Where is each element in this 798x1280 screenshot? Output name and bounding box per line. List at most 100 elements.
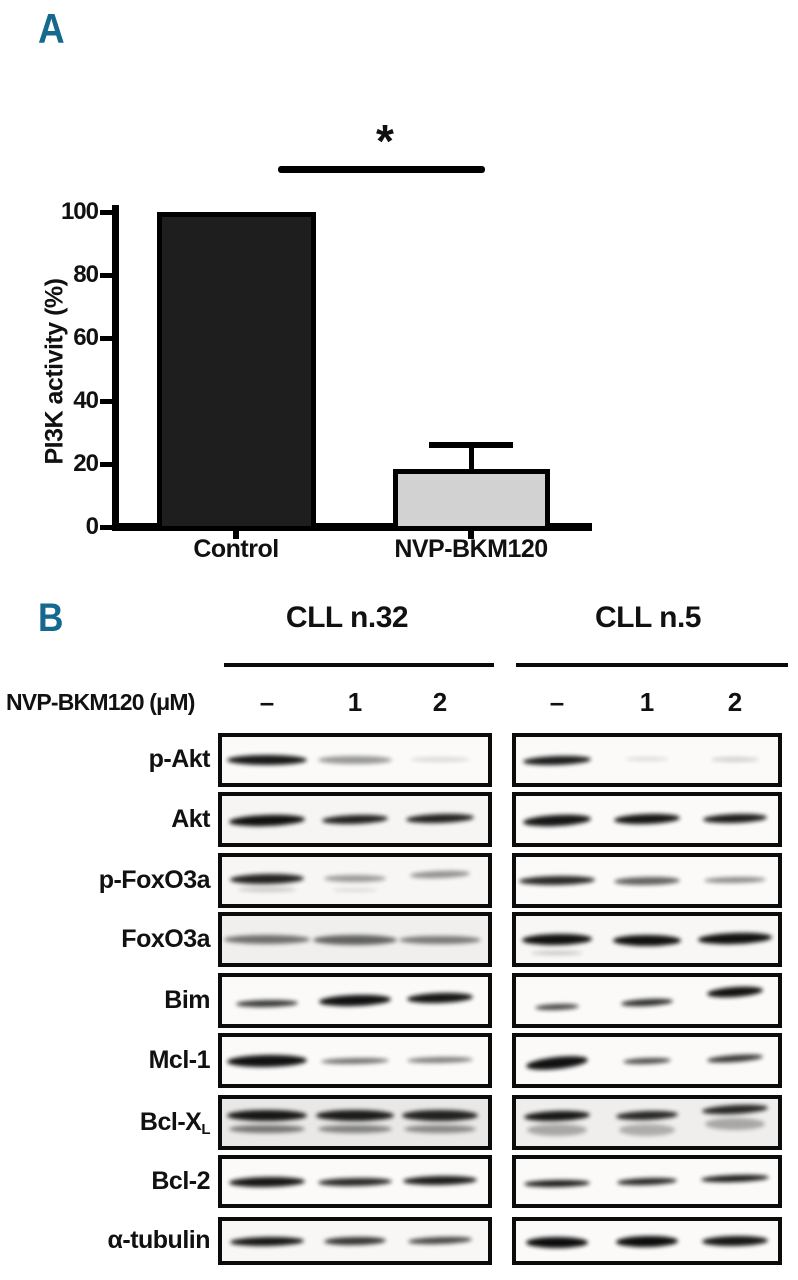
blot-box-cll5-6 [512, 1095, 782, 1150]
blot-band [229, 872, 305, 885]
blot-band [697, 931, 773, 946]
blot-band [701, 1235, 769, 1247]
subscript: L [201, 1120, 210, 1138]
blot-band [534, 1002, 580, 1011]
blot-rows: p-Akt Akt p-FoxO3a FoxO3a Bim Mcl-1 Bcl-XL Bcl-… [0, 590, 798, 1280]
blot-band [615, 1234, 679, 1248]
blot-band [321, 813, 389, 826]
blot-band [523, 1109, 591, 1122]
blot-band [702, 812, 768, 825]
blot-band [323, 1236, 387, 1246]
y-tick-label: 100 [60, 198, 99, 225]
blot-box-cll5-8 [512, 1217, 782, 1265]
blot-band-secondary [332, 887, 378, 892]
blot-band [522, 813, 592, 828]
blot-box-cll32-6 [218, 1095, 492, 1150]
blot-band [620, 997, 674, 1008]
blot-band [521, 933, 593, 946]
y-tick-label: 80 [73, 261, 99, 288]
blot-band [229, 1235, 305, 1247]
blot-box-cll32-2 [218, 853, 492, 908]
blot-band [316, 1110, 394, 1121]
blot-box-cll32-3 [218, 912, 492, 967]
dose-label-cll32-0: – [259, 687, 275, 717]
y-axis-line [112, 205, 119, 531]
blot-band [701, 1103, 769, 1116]
blot-band-secondary [229, 1124, 305, 1133]
y-tick-mark [100, 210, 113, 215]
y-tick-label: 20 [73, 450, 99, 477]
blot-band-secondary [705, 1117, 765, 1130]
y-tick-mark [100, 336, 113, 341]
blot-band [613, 935, 681, 946]
blot-band [526, 1236, 588, 1248]
dose-label-cll5-1: 1 [639, 687, 655, 717]
blot-band [227, 1110, 307, 1121]
panel-a: A PI3K activity (%) * Control NVP-BKM120… [0, 0, 798, 590]
blot-band [318, 756, 392, 764]
dose-label-cll32-2: 2 [432, 687, 448, 717]
blot-band [402, 1175, 478, 1186]
blot-band [227, 755, 307, 765]
blot-box-cll32-0 [218, 733, 492, 787]
blot-band [402, 1110, 478, 1121]
blot-band [525, 1053, 589, 1072]
blot-row-label-7: Bcl-2 [151, 1166, 210, 1195]
blot-band [523, 1179, 591, 1188]
x-category-control: Control [193, 535, 279, 563]
blot-band [622, 1056, 672, 1065]
blot-band-secondary [619, 1123, 675, 1136]
blot-row-label-8: α-tubulin [107, 1226, 211, 1254]
blot-row-label-1: Akt [171, 804, 210, 833]
blot-band [410, 756, 470, 762]
blot-band [320, 1056, 390, 1065]
blot-box-cll32-7 [218, 1155, 492, 1208]
blot-box-cll5-0 [512, 733, 782, 787]
blot-band [399, 935, 481, 944]
blot-box-cll5-1 [512, 792, 782, 847]
blot-band [405, 812, 475, 825]
blot-band [318, 993, 392, 1008]
blot-band-secondary [318, 1124, 392, 1133]
blot-band [711, 756, 759, 762]
blot-box-cll5-2 [512, 853, 782, 908]
blot-band [228, 813, 306, 828]
blot-band [615, 1109, 679, 1122]
blot-band [235, 999, 299, 1008]
blot-band [226, 1053, 308, 1068]
blot-band [228, 1175, 306, 1188]
blot-band [700, 1173, 770, 1184]
bar-control [156, 212, 316, 531]
panel-b: B CLL n.32 CLL n.5 NVP-BKM120 (μM) – 1 2 – 1… [0, 590, 798, 1280]
y-tick-mark [100, 462, 113, 467]
x-category-nvp-bkm120: NVP-BKM120 [394, 535, 548, 563]
x-tick-mark [233, 531, 239, 539]
blot-box-cll5-7 [512, 1155, 782, 1208]
dose-lane-labels: – 1 2 – 1 2 [0, 590, 798, 1280]
y-tick-mark [100, 273, 113, 278]
dose-label-cll32-1: 1 [347, 687, 363, 717]
blot-band [406, 991, 474, 1004]
blot-band [409, 869, 471, 880]
significance-line [278, 166, 485, 173]
y-tick-label: 0 [85, 513, 99, 540]
y-tick-label: 40 [73, 387, 99, 414]
blot-box-cll32-5 [218, 1033, 492, 1088]
blot-box-cll32-4 [218, 973, 492, 1028]
blot-box-cll32-1 [218, 792, 492, 847]
blot-band [317, 1176, 393, 1187]
dose-label-cll5-2: 2 [727, 687, 743, 717]
blot-band-secondary [238, 887, 296, 892]
blot-band [613, 875, 681, 886]
panel-b-label: B [38, 596, 63, 640]
blot-band-secondary [531, 950, 583, 955]
group-underline-left [224, 663, 494, 667]
blot-row-label-0: p-Akt [148, 745, 211, 773]
blot-band-secondary [404, 1124, 476, 1133]
blot-band [522, 754, 592, 766]
treatment-label: NVP-BKM120 (μM) [6, 689, 195, 715]
y-tick-mark [100, 525, 113, 530]
blot-band [613, 812, 681, 825]
dose-label-cll5-0: – [549, 687, 565, 717]
